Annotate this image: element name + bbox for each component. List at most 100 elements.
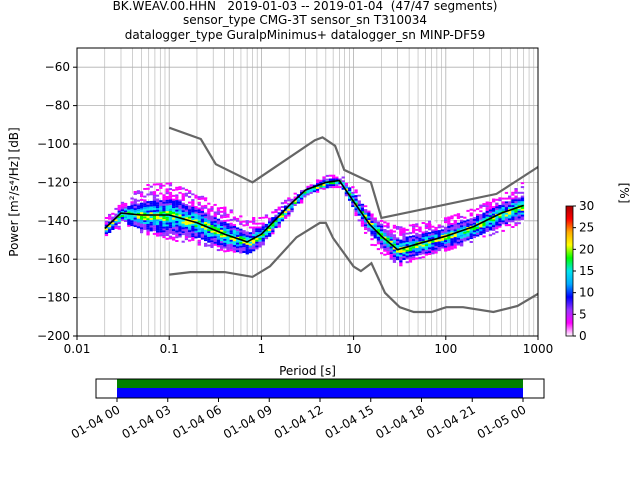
density-cell <box>191 237 195 240</box>
density-cell <box>488 201 493 204</box>
density-cell <box>373 227 377 229</box>
density-cell <box>172 238 176 241</box>
density-cell <box>325 182 329 185</box>
density-cell <box>517 201 521 204</box>
density-cell <box>184 213 189 216</box>
density-cell <box>447 218 451 221</box>
mode-line <box>104 179 524 251</box>
density-cell <box>370 243 374 246</box>
density-cell <box>204 216 208 219</box>
y-tick-label: −100 <box>37 137 70 151</box>
density-cell <box>428 222 432 225</box>
density-cell <box>216 216 221 219</box>
density-cell <box>156 200 160 203</box>
density-cell <box>495 198 499 201</box>
density-cell <box>485 230 489 232</box>
density-cell <box>373 215 377 218</box>
density-cell <box>252 249 256 252</box>
density-cell <box>207 235 211 237</box>
density-cell <box>287 208 291 211</box>
density-cell <box>380 250 384 253</box>
density-cell <box>236 216 240 218</box>
density-cell <box>197 203 201 206</box>
density-cell <box>261 218 265 221</box>
density-cell <box>431 225 435 228</box>
density-cell <box>370 217 374 220</box>
density-cell <box>453 242 457 245</box>
density-cell <box>488 220 493 223</box>
density-cell <box>479 210 483 213</box>
density-cell <box>223 216 227 219</box>
density-cell <box>511 216 515 219</box>
y-tick-label: −200 <box>37 329 70 343</box>
density-cell <box>424 251 429 254</box>
density-cell <box>351 207 355 210</box>
x-tick-label: 100 <box>434 342 457 356</box>
density-cell <box>421 235 425 238</box>
density-cell <box>428 226 432 229</box>
density-cell <box>146 208 150 211</box>
density-cell <box>207 244 211 247</box>
density-cell <box>159 226 163 229</box>
density-cell <box>479 204 483 207</box>
density-cell <box>213 217 217 220</box>
density-cell <box>130 210 134 213</box>
density-cell <box>392 257 397 260</box>
density-cell <box>204 222 208 224</box>
density-cell <box>328 182 333 185</box>
density-cell <box>508 220 512 223</box>
density-cell <box>319 181 323 184</box>
density-cell <box>204 212 208 215</box>
density-cell <box>415 232 419 235</box>
density-cell <box>108 225 112 228</box>
density-cell <box>136 218 141 221</box>
density-cell <box>463 226 467 229</box>
density-cell <box>405 257 409 260</box>
density-cell <box>149 227 153 230</box>
density-cell <box>268 231 272 233</box>
density-cell <box>232 222 237 225</box>
density-cell <box>386 247 390 250</box>
density-cell <box>280 202 285 205</box>
density-cell <box>479 206 483 209</box>
density-cell <box>178 203 182 206</box>
density-cell <box>488 209 493 212</box>
density-cell <box>511 201 515 204</box>
density-cell <box>415 240 419 243</box>
density-cell <box>354 212 358 215</box>
density-cell <box>191 197 195 200</box>
density-cell <box>498 218 502 221</box>
density-cell <box>351 186 355 189</box>
density-cell <box>479 231 483 234</box>
density-cell <box>383 225 387 228</box>
density-cell <box>517 191 521 194</box>
density-cell <box>181 208 185 211</box>
density-cell <box>223 208 227 211</box>
density-cell <box>392 240 397 242</box>
density-cell <box>229 228 233 231</box>
density-cell <box>111 218 115 221</box>
density-cell <box>184 204 189 207</box>
density-cell <box>351 195 355 198</box>
density-cell <box>146 187 150 190</box>
density-cell <box>319 189 323 192</box>
density-cell <box>108 231 112 233</box>
density-cell <box>255 228 259 231</box>
density-cell <box>469 233 473 236</box>
density-cell <box>191 208 195 211</box>
noise-model-nlnm <box>169 221 538 314</box>
density-cell <box>440 233 445 236</box>
density-cell <box>184 206 189 208</box>
density-cell <box>520 207 525 209</box>
density-cell <box>216 245 221 248</box>
density-cell <box>146 227 150 230</box>
density-cell <box>133 206 137 209</box>
density-cell <box>162 215 166 218</box>
density-cell <box>367 210 371 213</box>
density-cell <box>210 228 214 231</box>
density-cell <box>140 217 144 220</box>
density-cell <box>168 203 173 206</box>
density-cell <box>175 200 179 203</box>
density-cell <box>421 246 425 249</box>
colorbar-tick-label: 30 <box>579 199 594 213</box>
